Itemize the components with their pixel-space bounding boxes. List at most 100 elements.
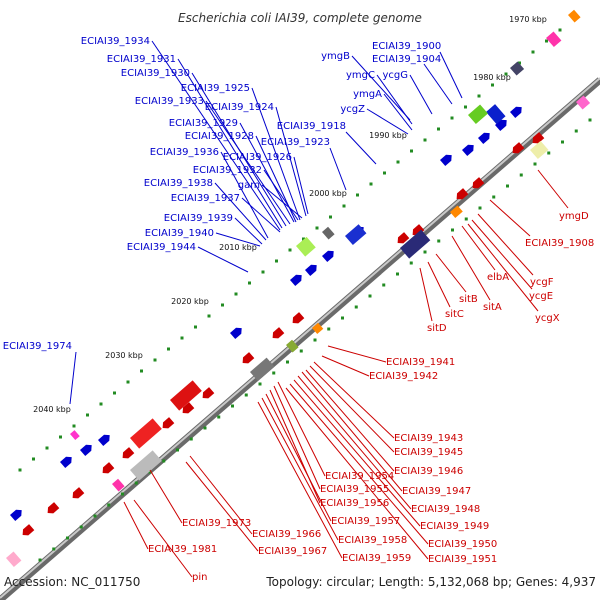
guide-dot — [286, 360, 289, 364]
leader-line — [197, 246, 249, 273]
leader-line — [351, 55, 411, 121]
gene-label: ECIAI39_1947 — [402, 486, 471, 497]
gene-arrow — [532, 132, 545, 144]
gene-arrow — [290, 274, 302, 287]
scale-tick-label: 2030 kbp — [105, 351, 143, 360]
gene-arrow — [202, 387, 215, 399]
scale-tick-label: 2040 kbp — [33, 405, 71, 414]
gene-box — [576, 95, 591, 110]
leader-line — [427, 261, 451, 308]
gene-label: ECIAI39_1973 — [182, 518, 251, 529]
guide-dot — [533, 162, 537, 166]
leader-line — [220, 151, 269, 239]
gene-label: ECIAI39_1924 — [205, 102, 274, 113]
gene-box — [312, 322, 324, 335]
guide-dot — [354, 305, 358, 309]
leader-line — [239, 122, 295, 223]
gene-arrow — [182, 402, 195, 414]
gene-label: ECIAI39_1966 — [252, 529, 321, 540]
guide-dot — [423, 250, 427, 254]
guide-dot — [451, 228, 454, 232]
gene-arrow — [47, 502, 60, 514]
gene-label: ECIAI39_1928 — [185, 131, 254, 142]
guide-dot — [588, 118, 592, 122]
leader-line — [251, 87, 301, 221]
guide-dot — [126, 380, 130, 384]
gene-box — [322, 226, 335, 240]
gene-arrow — [456, 188, 469, 200]
guide-dot — [258, 382, 262, 386]
guide-dot — [261, 270, 265, 274]
leader-line — [467, 223, 539, 312]
guide-dot — [341, 316, 344, 320]
gene-label: ECIAI39_1932 — [193, 165, 262, 176]
gene-label: ECIAI39_1974 — [3, 341, 72, 352]
gene-label: ECIAI39_1900 — [372, 41, 441, 52]
gene-label: ECIAI39_1945 — [394, 447, 463, 458]
guide-dot — [248, 281, 251, 285]
gene-box — [400, 229, 431, 259]
gene-box — [286, 339, 299, 353]
guide-dot — [409, 261, 413, 265]
gene-arrow — [440, 154, 452, 167]
plus-strand-labels: ECIAI39_1934 ECIAI39_1931 ECIAI39_1930 ECIA… — [3, 36, 463, 405]
guide-dot — [491, 83, 494, 87]
gene-arrow — [272, 327, 285, 339]
guide-dot — [531, 50, 535, 54]
guide-dot — [244, 393, 248, 397]
gene-label: ECIAI39_1950 — [428, 539, 497, 550]
guide-dot — [437, 239, 441, 243]
scale-tick-label: 2000 kbp — [309, 189, 347, 198]
gene-label: ECIAI39_1938 — [144, 178, 213, 189]
leader-line — [285, 387, 429, 560]
gene-label: ECIAI39_1925 — [181, 83, 250, 94]
leader-line — [214, 182, 267, 241]
gene-label: ECIAI39_1940 — [145, 228, 214, 239]
guide-dots — [18, 28, 592, 562]
guide-dot — [356, 193, 359, 197]
guide-dot — [234, 292, 238, 296]
gene-arrow — [230, 327, 242, 340]
guide-dot — [18, 468, 22, 472]
guide-dot — [32, 457, 35, 461]
guide-dot — [545, 39, 548, 43]
leader-line — [177, 58, 283, 229]
gene-arrow — [80, 444, 92, 457]
gene-label: ymgB — [321, 51, 350, 62]
guide-dot — [558, 28, 562, 32]
gene-arrow — [462, 144, 474, 157]
leader-line — [234, 217, 263, 245]
guide-dot — [382, 283, 386, 287]
guide-dot — [86, 413, 89, 417]
leader-line — [149, 469, 183, 524]
guide-dot — [329, 215, 332, 219]
leader-line — [185, 461, 259, 552]
leader-line — [289, 383, 429, 545]
gene-box — [568, 9, 581, 23]
guide-dot — [383, 171, 386, 175]
map-title: Escherichia coli IAI39, complete genome — [178, 11, 422, 25]
gene-label: ECIAI39_1923 — [261, 137, 330, 148]
gene-label: ycgG — [382, 70, 408, 81]
gene-label: ycgE — [529, 291, 553, 302]
gene-arrow — [472, 177, 485, 189]
guide-dot — [368, 294, 372, 298]
guide-dot — [396, 160, 400, 164]
gene-arrow — [322, 250, 334, 263]
summary-text: Topology: circular; Length: 5,132,068 bp… — [265, 575, 596, 589]
guide-dot — [450, 116, 454, 120]
guide-dot — [189, 437, 193, 441]
leader-line — [451, 235, 491, 301]
gene-label: ECIAI39_1934 — [81, 36, 150, 47]
gene-label: ECIAI39_1958 — [338, 535, 407, 546]
leader-line — [409, 74, 433, 115]
gene-box — [546, 31, 562, 48]
gene-box — [250, 357, 275, 382]
guide-dot — [518, 61, 521, 65]
guide-dot — [153, 358, 157, 362]
gene-arrow — [60, 456, 72, 469]
guide-dot — [93, 514, 97, 518]
gene-label: ECIAI39_1931 — [107, 54, 176, 65]
leader-line — [537, 169, 569, 209]
